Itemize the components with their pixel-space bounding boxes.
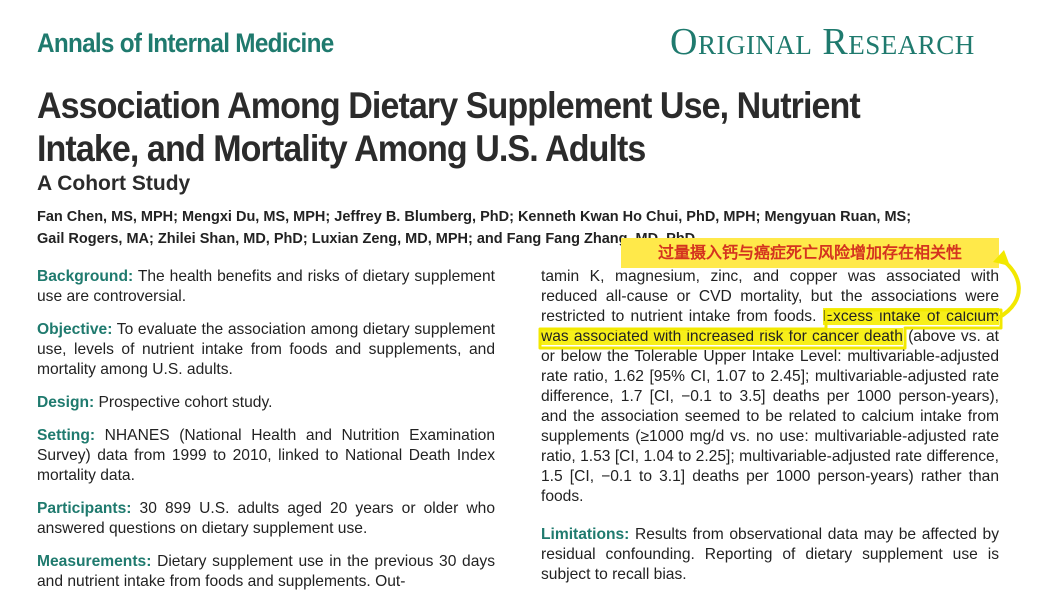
- abstract-measurements: Measurements: Dietary supplement use in …: [37, 552, 495, 592]
- abstract-results: tamin K, magnesium, zinc, and copper was…: [541, 267, 1000, 507]
- abstract-left-column: Background: The health benefits and risk…: [37, 267, 495, 605]
- background-heading: Background:: [37, 268, 134, 285]
- abstract-limitations: Limitations: Results from observational …: [541, 525, 999, 585]
- abstract-participants: Participants: 30 899 U.S. adults aged 20…: [37, 499, 495, 539]
- measurements-heading: Measurements:: [37, 553, 152, 570]
- annotation-callout: 过量摄入钙与癌症死亡风险增加存在相关性: [621, 238, 999, 268]
- highlight-outline: [538, 308, 1003, 350]
- measurements-text: Dietary supplement use in the previous 3…: [37, 553, 495, 590]
- section-label: Original Research: [670, 21, 975, 63]
- author-list: Fan Chen, MS, MPH; Mengxi Du, MS, MPH; J…: [37, 206, 997, 250]
- design-heading: Design:: [37, 394, 95, 411]
- authors-line-2: Gail Rogers, MA; Zhilei Shan, MD, PhD; L…: [37, 231, 696, 247]
- article-subtitle: A Cohort Study: [37, 172, 191, 195]
- results-text-pre: tamin K, magnesium, zinc, and copper was…: [541, 268, 999, 325]
- abstract-design: Design: Prospective cohort study.: [37, 393, 495, 413]
- setting-text: NHANES (National Health and Nutrition Ex…: [37, 427, 495, 484]
- limitations-text: Results from observational data may be a…: [541, 526, 999, 583]
- design-text: Prospective cohort study.: [94, 394, 273, 411]
- abstract-objective: Objective: To evaluate the association a…: [37, 320, 495, 380]
- setting-heading: Setting:: [37, 427, 96, 444]
- participants-text: 30 899 U.S. adults aged 20 years or olde…: [37, 500, 495, 537]
- results-text-post: (above vs. at or below the Tolerable Upp…: [541, 328, 999, 505]
- background-text: The health benefits and risks of dietary…: [37, 268, 495, 305]
- participants-heading: Participants:: [37, 500, 132, 517]
- limitations-heading: Limitations:: [541, 526, 630, 543]
- abstract-background: Background: The health benefits and risk…: [37, 267, 495, 307]
- journal-name: Annals of Internal Medicine: [37, 28, 334, 58]
- objective-text: To evaluate the association among dietar…: [37, 321, 495, 378]
- annotation-arrow: [993, 250, 1021, 320]
- objective-heading: Objective:: [37, 321, 113, 338]
- abstract-setting: Setting: NHANES (National Health and Nut…: [37, 426, 495, 486]
- authors-line-1: Fan Chen, MS, MPH; Mengxi Du, MS, MPH; J…: [37, 209, 912, 225]
- article-title: Association Among Dietary Supplement Use…: [37, 85, 861, 169]
- abstract-right-column: tamin K, magnesium, zinc, and copper was…: [541, 267, 1000, 598]
